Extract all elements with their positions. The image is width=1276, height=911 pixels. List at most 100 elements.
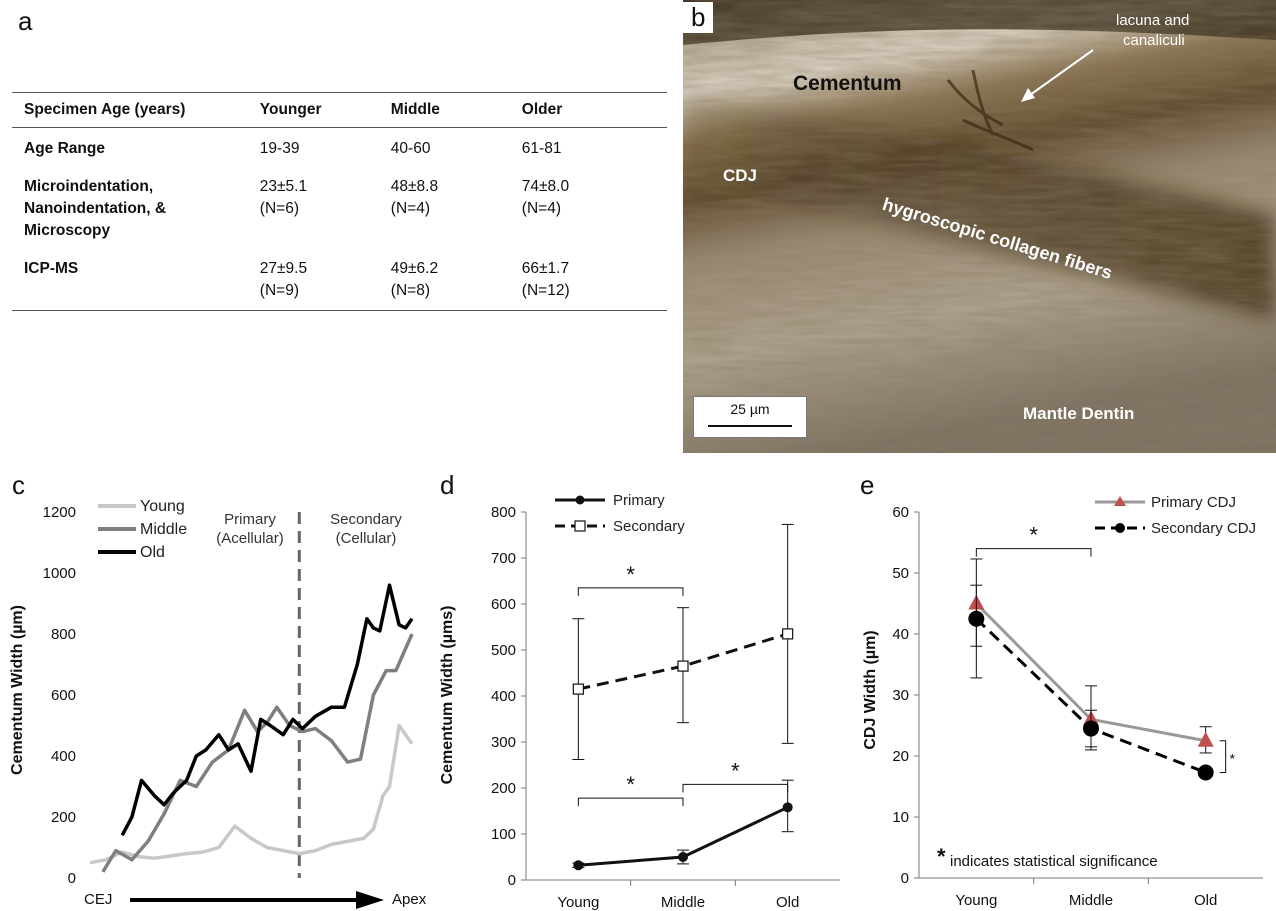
cdj-label: CDJ xyxy=(723,166,758,185)
significance-star: * xyxy=(626,772,635,797)
x-axis-start-label: CEJ xyxy=(84,891,112,908)
legend-marker-secondary-cdj xyxy=(1115,523,1125,533)
panel-label-a: a xyxy=(18,6,33,36)
y-tick-label: 40 xyxy=(892,626,909,643)
chart-cdj-width-by-age: CDJ Width (µm) 0 10 20 30 40 50 60 Young Middle O… xyxy=(862,494,1263,909)
specimen-age-table: Specimen Age (years) Younger Middle Olde… xyxy=(12,92,667,311)
region-label-cellular: (Cellular) xyxy=(336,530,397,547)
y-tick-label: 0 xyxy=(68,870,76,887)
data-point-secondary xyxy=(677,660,689,672)
x-tick-label-old: Old xyxy=(1194,892,1217,909)
chart-cementum-width-by-age: Cementum Width (µms) 0 100 200 300 400 500 600… xyxy=(439,492,840,911)
y-tick-label: 1000 xyxy=(43,565,76,582)
data-point-primary-cdj xyxy=(1197,731,1214,747)
y-tick-label: 200 xyxy=(491,780,516,797)
significance-bracket xyxy=(682,783,789,793)
panel-label-e: e xyxy=(860,470,875,500)
table-row-label: Microindentation, Nanoindentation, & Mic… xyxy=(24,178,167,239)
table-cell: 66±1.7 (N=12) xyxy=(509,250,667,311)
side-significance-bracket xyxy=(1219,740,1227,773)
region-label-primary: Primary xyxy=(224,511,276,528)
micrograph-image: Cementum lacuna and canaliculi CDJ hygro… xyxy=(683,0,1276,453)
table-cell: 61-81 xyxy=(521,140,562,157)
y-tick-label: 1200 xyxy=(43,504,76,521)
legend-label-secondary: Secondary xyxy=(613,518,685,535)
x-tick-label-middle: Middle xyxy=(661,894,705,911)
footnote-text: indicates statistical significance xyxy=(950,853,1158,870)
significance-bracket xyxy=(577,587,684,596)
y-tick-label: 700 xyxy=(491,550,516,567)
region-label-acellular: (Acellular) xyxy=(216,530,284,547)
panel-label-c: c xyxy=(12,470,25,500)
x-tick-label-old: Old xyxy=(776,894,799,911)
cementum-label: Cementum xyxy=(793,72,902,95)
legend-label-old: Old xyxy=(140,544,165,561)
data-point-primary xyxy=(678,852,688,862)
side-significance-star: * xyxy=(1230,751,1236,767)
lacuna-label-line2: canaliculi xyxy=(1123,32,1185,49)
legend-label-primary-cdj: Primary CDJ xyxy=(1151,494,1236,511)
data-point-secondary xyxy=(572,683,584,695)
y-tick-label: 300 xyxy=(491,734,516,751)
table-cell: 49±6.2 (N=8) xyxy=(378,250,510,311)
table-header-cell: Specimen Age (years) xyxy=(12,92,248,128)
x-axis-arrow-head xyxy=(356,891,384,909)
y-tick-label: 50 xyxy=(892,565,909,582)
table-header-cell: Younger xyxy=(247,92,379,128)
significance-star: * xyxy=(626,562,635,587)
y-tick-label: 100 xyxy=(491,826,516,843)
y-tick-label: 500 xyxy=(491,642,516,659)
mantle-dentin-label: Mantle Dentin xyxy=(1023,404,1135,423)
data-point-primary xyxy=(782,802,793,813)
legend-label-young: Young xyxy=(140,498,185,515)
table-cell: 40-60 xyxy=(390,140,431,157)
lacuna-arrow-head xyxy=(1021,88,1035,102)
y-tick-label: 10 xyxy=(892,809,909,826)
data-point-secondary xyxy=(782,628,794,640)
series-line-old xyxy=(120,583,414,837)
legend-label-primary: Primary xyxy=(613,492,665,509)
table-cell: 23±5.1 (N=6) xyxy=(259,178,308,217)
series-line-secondary xyxy=(578,632,789,691)
table-row: Age Range 19-39 40-60 61-81 xyxy=(12,128,667,169)
footnote-star: * xyxy=(937,844,946,869)
y-tick-label: 0 xyxy=(901,870,909,887)
significance-bracket xyxy=(577,797,684,807)
table-row-label: ICP-MS xyxy=(12,250,248,311)
y-tick-label: 0 xyxy=(508,872,516,889)
legend-marker-primary-cdj xyxy=(1114,496,1126,506)
table-header-cell: Older xyxy=(509,92,667,128)
legend-marker-secondary xyxy=(574,520,586,532)
legend-label-secondary-cdj: Secondary CDJ xyxy=(1151,520,1256,537)
table-cell: 48±8.8 (N=4) xyxy=(390,178,439,217)
panel-label-b: b xyxy=(683,2,714,33)
table-row: ICP-MS 27±9.5 (N=9) 49±6.2 (N=8) 66±1.7 … xyxy=(12,250,667,311)
y-tick-label: 400 xyxy=(51,748,76,765)
region-label-secondary: Secondary xyxy=(330,511,402,528)
table-row-label: Age Range xyxy=(24,140,105,157)
table-header-row: Specimen Age (years) Younger Middle Olde… xyxy=(12,92,667,128)
data-point-secondary-cdj xyxy=(1083,720,1099,737)
y-tick-label: 800 xyxy=(51,626,76,643)
data-point-secondary-cdj xyxy=(968,610,985,627)
micrograph-texture xyxy=(683,0,1276,453)
table-cell: 19-39 xyxy=(259,140,300,157)
y-axis-label: CDJ Width (µm) xyxy=(862,630,879,749)
significance-star: * xyxy=(1029,523,1038,548)
significance-star: * xyxy=(731,758,740,783)
table-cell: 74±8.0 (N=4) xyxy=(521,178,570,217)
x-axis-end-label: Apex xyxy=(392,891,427,908)
lacuna-arrow-line xyxy=(1022,49,1094,101)
chart-cementum-width-along-root: Cementum Width (µm) 0 200 400 600 800 1000 120… xyxy=(9,498,427,909)
panel-label-d: d xyxy=(440,470,455,500)
y-tick-label: 200 xyxy=(51,809,76,826)
y-tick-label: 30 xyxy=(892,687,909,704)
x-tick-label-middle: Middle xyxy=(1069,892,1113,909)
table-header-cell: Middle xyxy=(378,92,510,128)
y-tick-label: 400 xyxy=(491,688,516,705)
x-tick-label-young: Young xyxy=(955,892,997,909)
y-axis-label: Cementum Width (µm) xyxy=(9,605,26,775)
x-tick-label-young: Young xyxy=(557,894,599,911)
scale-bar: 25 µm xyxy=(693,396,807,438)
table-cell: 27±9.5 (N=9) xyxy=(247,250,379,311)
